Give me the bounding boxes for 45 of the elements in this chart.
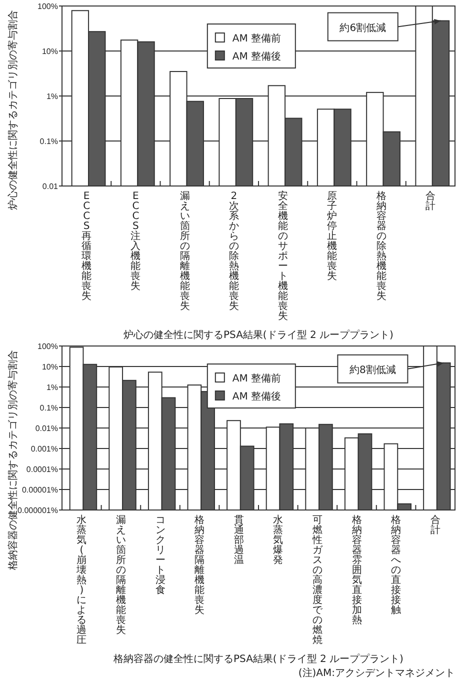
- x-tick-label: 格納容器隔離機能喪失: [194, 515, 205, 616]
- y-tick-label: 1%: [46, 383, 58, 392]
- x-tick-label: 2次系からの除熱機能喪失: [228, 191, 239, 312]
- x-tick-label: 格納容器の除熱機能喪失: [376, 191, 386, 302]
- legend-label: AM 整備後: [232, 390, 282, 402]
- y-tick-label: 10%: [42, 47, 58, 56]
- x-tick-label: 格納容器雰囲気直接加熱: [352, 515, 362, 626]
- y-axis-title: 炉心の健全性に関するカテゴリ別の寄与割合: [7, 10, 19, 210]
- y-tick-label: 0.01%: [35, 424, 58, 433]
- x-tick-label: ECCS注入機能喪失: [130, 191, 141, 292]
- x-tick-label: 水蒸気爆発: [273, 515, 284, 566]
- legend-label: AM 整備前: [232, 32, 282, 44]
- y-tick-label: 0.001%: [30, 444, 58, 454]
- text: 炉心の健全性に関するPSA結果(ドライ型 2 ループプラント): [124, 328, 394, 342]
- y-tick-label: 0.00001%: [22, 486, 58, 494]
- y-tick-label: 0.0001%: [26, 465, 58, 474]
- legend-label: AM 整備前: [232, 372, 282, 384]
- callout: 約6割低減: [327, 12, 442, 42]
- callout: 約8割低減: [337, 354, 444, 384]
- y-tick-label: 10%: [42, 362, 58, 372]
- x-tick-label: 安全機能のサポート機能喪失: [278, 191, 288, 322]
- x-tick-label: 合計: [425, 191, 436, 212]
- y-axis-title: 格納容器の健全性に関するカテゴリ別の寄与割合: [7, 350, 19, 571]
- x-tick-label: ECCS再循環機能喪失: [82, 191, 92, 302]
- x-tick-label: コンクリート浸食: [155, 515, 166, 596]
- y-tick-label: 0.1%: [40, 404, 58, 412]
- x-tick-label: 可燃性ガスの高濃度での燃焼: [312, 515, 322, 646]
- y-tick-label: 100%: [38, 2, 58, 11]
- y-tick-label: 0.01: [42, 182, 59, 191]
- y-tick-label: 0.000001%: [18, 506, 58, 515]
- legend-label: AM 整備後: [232, 50, 282, 62]
- x-tick-label: 漏えい箇所の隔離機能喪失: [180, 191, 190, 312]
- x-tick-label: 原子炉停止機能喪失: [327, 191, 338, 282]
- text: (注)AM:アクシデントマネジメント: [298, 666, 455, 680]
- y-tick-label: 100%: [38, 342, 58, 351]
- y-tick-label: 0.1%: [40, 137, 58, 146]
- x-tick-label: 合計: [430, 515, 440, 536]
- annotation: 約6割低減: [340, 22, 386, 34]
- text: 格納容器の健全性に関するPSA結果(ドライ型 2 ループプラント): [114, 652, 404, 666]
- x-tick-label: 貫通部過温: [234, 515, 244, 566]
- x-tick-label: 漏えい箇所の隔離機能喪失: [116, 515, 126, 636]
- y-tick-label: 1%: [46, 92, 58, 101]
- x-tick-label: 水蒸気(崩壊熱)による過圧: [76, 515, 87, 646]
- annotation: 約8割低減: [350, 364, 396, 376]
- x-tick-label: 格納容器への直接接触: [391, 515, 402, 616]
